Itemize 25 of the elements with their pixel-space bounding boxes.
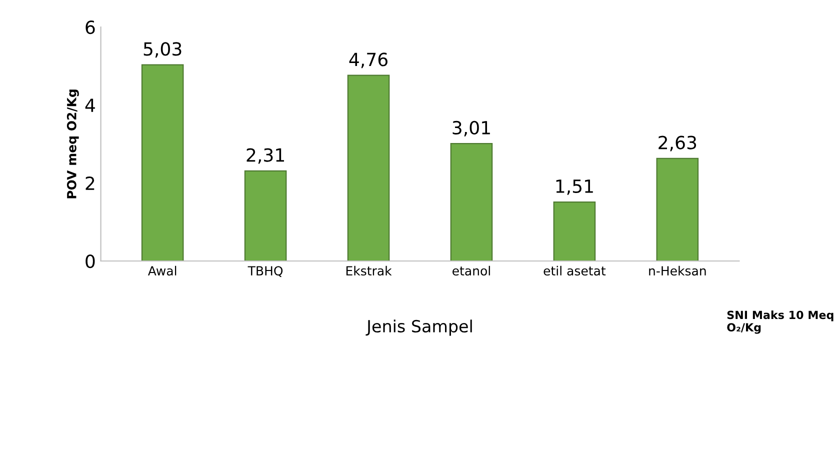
x-tick-label: n-Heksan xyxy=(649,266,706,276)
x-tick-label: etanol xyxy=(452,266,490,276)
x-axis-title: Jenis Sampel xyxy=(366,320,472,336)
bar xyxy=(553,202,596,261)
data-label: 2,63 xyxy=(658,136,696,152)
y-axis-title: POV meq O2/Kg xyxy=(66,90,79,198)
bar xyxy=(450,143,493,261)
x-tick-label: Awal xyxy=(148,266,176,276)
y-tick-label: 4 xyxy=(85,98,95,112)
data-label: 1,51 xyxy=(556,180,593,195)
x-tick-label: etil asetat xyxy=(544,266,606,276)
data-label: 3,01 xyxy=(452,120,490,136)
bar xyxy=(244,170,287,261)
y-tick-label: 0 xyxy=(86,254,95,268)
y-tick-label: 2 xyxy=(86,176,94,190)
text: SNI Maks 10 Meq O₂/Kg xyxy=(727,310,834,334)
x-tick-label: TBHQ xyxy=(248,266,283,277)
bar xyxy=(347,74,390,261)
data-label: 5,03 xyxy=(144,42,182,58)
x-tick-label: Ekstrak xyxy=(346,266,392,276)
data-label: 4,76 xyxy=(349,52,388,68)
bar xyxy=(656,158,699,261)
data-label: 2,31 xyxy=(246,148,284,164)
y-tick-label: 6 xyxy=(86,20,95,34)
bar xyxy=(141,64,184,261)
